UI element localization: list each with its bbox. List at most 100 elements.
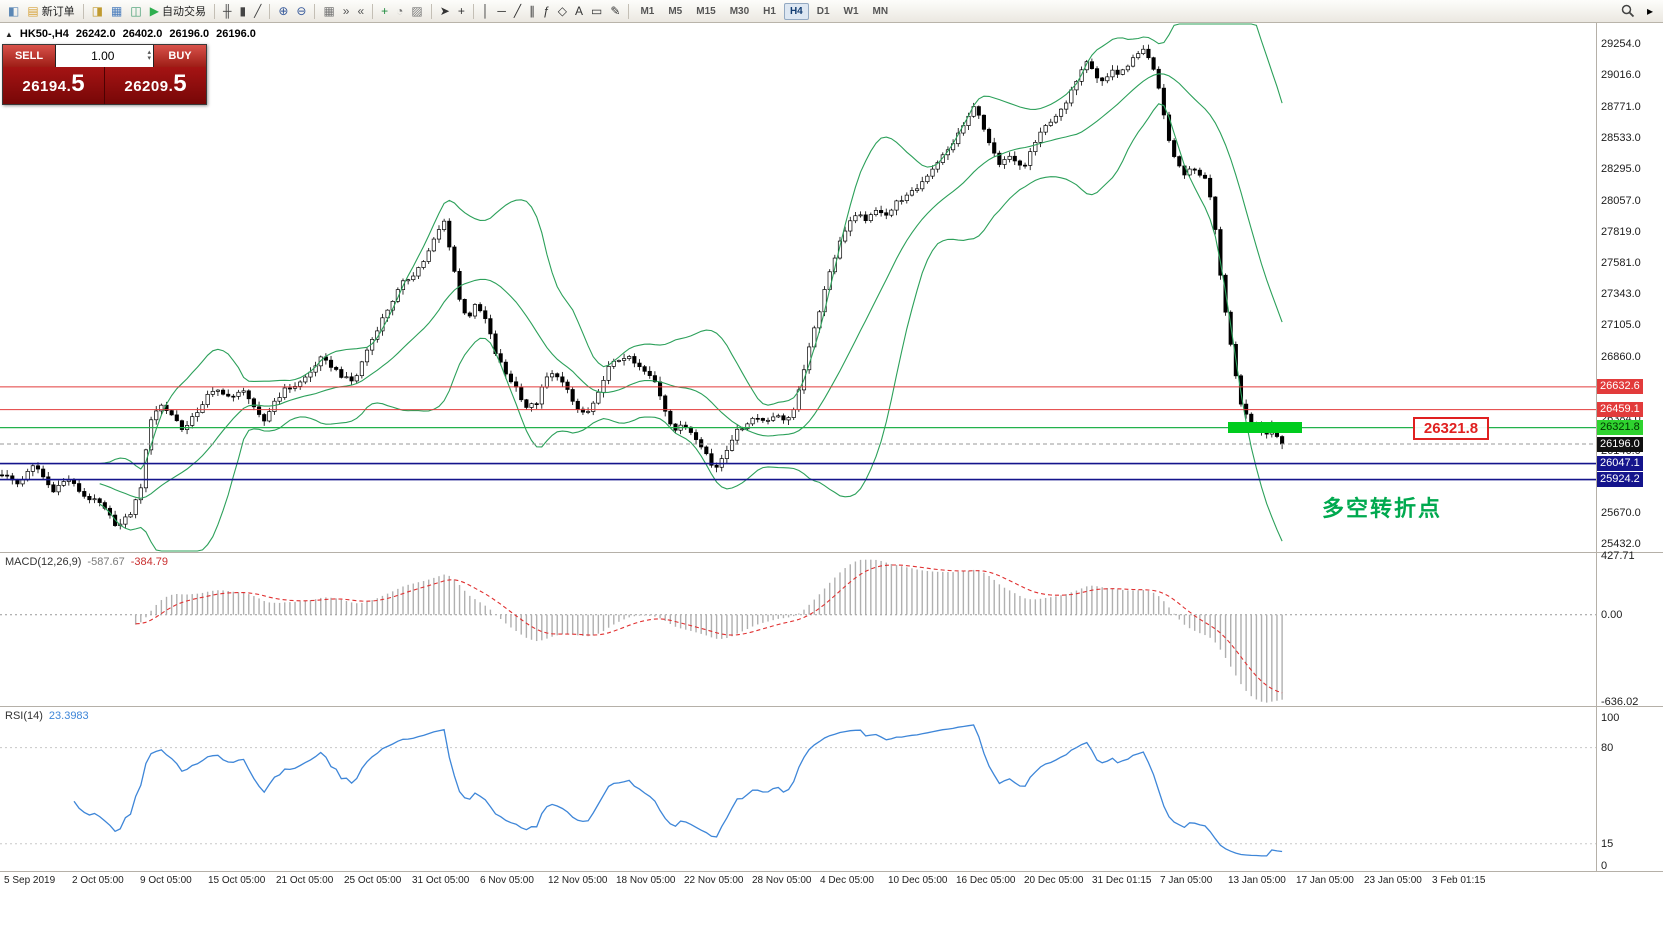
toolbar-separator <box>213 3 215 19</box>
indicators-button[interactable]: + <box>377 2 392 21</box>
crosshair-button[interactable]: + <box>454 2 469 21</box>
timeframe-h1-button[interactable]: H1 <box>763 5 776 17</box>
price-tick: 26860.0 <box>1601 351 1641 364</box>
horizontal-line-button[interactable]: ─ <box>493 2 510 21</box>
time-axis-label: 2 Oct 05:00 <box>72 875 124 886</box>
chart-window-button[interactable]: ◧ <box>4 2 23 21</box>
macd-name: MACD(12,26,9) <box>5 556 82 568</box>
buy-button[interactable]: BUY <box>154 45 206 67</box>
spin-down-icon[interactable]: ▾ <box>147 55 151 62</box>
timeframe-m5-button[interactable]: M5 <box>668 5 683 17</box>
toolbar-separator <box>82 3 84 19</box>
price-tick: 27581.0 <box>1601 256 1641 269</box>
draw-tools-button[interactable]: ✎ <box>606 2 624 21</box>
timeframe-d1-button[interactable]: D1 <box>816 5 830 17</box>
auto-scroll-button[interactable]: » <box>339 2 354 21</box>
price-callout[interactable]: 26321.8 <box>1413 417 1489 440</box>
market-watch-button[interactable]: ▦ <box>107 2 126 21</box>
turning-point-annotation[interactable]: 多空转折点 <box>1322 496 1443 521</box>
sell-price[interactable]: 26194. 5 <box>3 67 104 104</box>
chart-shift-icon: « <box>357 4 365 18</box>
buy-price[interactable]: 26209. 5 <box>105 67 206 104</box>
new-order-button[interactable]: ▤ 新订单 <box>23 2 78 21</box>
chart-shift-button[interactable]: « <box>353 2 368 21</box>
search-button[interactable] <box>1617 2 1639 21</box>
price-level-label: 26047.1 <box>1597 456 1643 472</box>
text-button[interactable]: A <box>571 2 587 21</box>
timeframe-m1-button[interactable]: M1 <box>640 5 655 17</box>
tile-windows-icon: ▦ <box>323 4 335 18</box>
autotrading-icon: ▶ <box>149 4 159 18</box>
zoom-out-icon: ⊖ <box>296 4 307 18</box>
tile-windows-button[interactable]: ▦ <box>319 2 338 21</box>
timeframe-m30-button[interactable]: M30 <box>729 5 750 17</box>
zoom-out-button[interactable]: ⊖ <box>292 2 310 21</box>
timeframe-mn-button[interactable]: MN <box>872 5 889 17</box>
time-axis-label: 18 Nov 05:00 <box>616 875 676 886</box>
timeframe-h4-button[interactable]: H4 <box>783 2 809 20</box>
time-axis-label: 9 Oct 05:00 <box>140 875 192 886</box>
shapes-icon: ◇ <box>557 4 568 18</box>
candlestick-icon: ▮ <box>239 4 247 18</box>
time-axis-label: 13 Jan 05:00 <box>1228 875 1286 886</box>
time-axis-label: 31 Dec 01:15 <box>1092 875 1152 886</box>
timeframe-m15-button[interactable]: M15 <box>696 5 716 17</box>
price-tick: 29254.0 <box>1601 38 1641 50</box>
pivot-highlight-band[interactable] <box>1228 422 1302 434</box>
trendline-button[interactable]: ╱ <box>510 2 525 21</box>
vertical-line-button[interactable]: │ <box>478 2 494 21</box>
price-tick: 25432.0 <box>1601 538 1641 550</box>
vertical-line-icon: │ <box>481 4 490 18</box>
trade-panel-controls: SELL 1.00 ▴ ▾ BUY <box>3 45 206 67</box>
collapse-arrow-icon[interactable]: ▲ <box>5 29 13 39</box>
autotrading-button[interactable]: ▶ 自动交易 <box>146 2 210 21</box>
time-axis-label: 21 Oct 05:00 <box>276 875 334 886</box>
price-tick: 29016.0 <box>1601 69 1641 82</box>
market-watch-icon: ▦ <box>111 4 123 18</box>
volume-field[interactable]: 1.00 ▴ ▾ <box>55 45 154 67</box>
candlestick-chart-button[interactable]: ▮ <box>235 2 250 21</box>
price-tick: 28295.0 <box>1601 163 1641 176</box>
time-axis-label: 31 Oct 05:00 <box>412 875 470 886</box>
horizontal-line-icon: ─ <box>497 4 506 18</box>
templates-button[interactable]: ▨ <box>407 2 426 21</box>
time-axis-label: 28 Nov 05:00 <box>752 875 812 886</box>
macd-axis-tick: -636.02 <box>1601 696 1639 708</box>
label-button[interactable]: ▭ <box>587 2 606 21</box>
shapes-button[interactable]: ◇ <box>554 2 571 21</box>
time-axis-label: 4 Dec 05:00 <box>820 875 874 886</box>
search-icon <box>1621 4 1635 18</box>
time-axis-label: 10 Dec 05:00 <box>888 875 948 886</box>
toolbar-separator <box>628 3 630 19</box>
fibonacci-button[interactable]: ƒ <box>539 2 554 21</box>
time-axis-label: 16 Dec 05:00 <box>956 875 1016 886</box>
volume-value[interactable]: 1.00 <box>91 49 115 63</box>
navigator-icon: ◫ <box>130 4 142 18</box>
chart-window-icon: ◧ <box>8 4 20 18</box>
timeframe-w1-button[interactable]: W1 <box>843 5 859 17</box>
sell-button[interactable]: SELL <box>3 45 55 67</box>
bar-chart-button[interactable]: ╫ <box>219 2 236 21</box>
navigator-button[interactable]: ◫ <box>126 2 145 21</box>
line-chart-button[interactable]: ╱ <box>250 2 265 21</box>
price-tick: 28057.0 <box>1601 194 1641 207</box>
toolbar-right-group: ▸ <box>1617 2 1659 21</box>
toolbar-separator <box>269 3 271 19</box>
text-icon: A <box>575 4 584 18</box>
cursor-button[interactable]: ➤ <box>436 2 454 21</box>
profiles-button[interactable]: ◨ <box>88 2 107 21</box>
zoom-in-icon: ⊕ <box>278 4 289 18</box>
rsi-value: 23.3983 <box>48 710 89 722</box>
time-axis-label: 5 Sep 2019 <box>4 875 56 886</box>
autotrading-button-label: 自动交易 <box>161 6 206 18</box>
toolbar-overflow-button[interactable]: ▸ <box>1643 2 1657 21</box>
periods-button[interactable]: ◔ <box>392 2 407 21</box>
toolbar-separator <box>372 3 374 19</box>
auto-scroll-icon: » <box>342 4 350 18</box>
channel-button[interactable]: ∥ <box>525 2 539 21</box>
volume-spinner[interactable]: ▴ ▾ <box>147 49 151 62</box>
zoom-in-button[interactable]: ⊕ <box>274 2 292 21</box>
buy-price-pip: 5 <box>173 70 187 97</box>
spin-up-icon[interactable]: ▴ <box>147 49 151 56</box>
